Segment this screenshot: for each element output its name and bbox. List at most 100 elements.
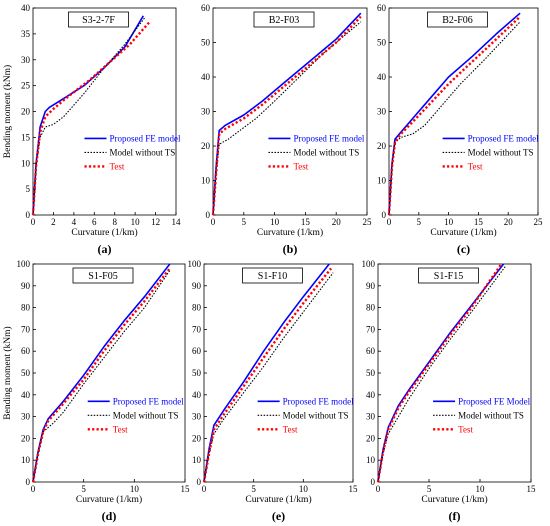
y-tick-label: 40 <box>366 390 376 400</box>
x-tick-label: 20 <box>504 217 514 227</box>
legend-label-nots: Model without TS <box>113 410 179 420</box>
series-line-fe <box>203 263 330 483</box>
legend-label-test: Test <box>293 161 308 171</box>
x-axis-title: Curvature (1/km) <box>430 227 496 238</box>
series-line-test <box>387 15 521 216</box>
series-line-nots <box>377 265 506 483</box>
panel-title: S1-F15 <box>434 271 463 282</box>
series-line-test <box>211 15 362 216</box>
x-tick-label: 15 <box>301 217 311 227</box>
legend-label-nots: Model without TS <box>293 147 359 157</box>
plot-frame <box>32 7 177 216</box>
x-tick-label: 2 <box>51 217 56 227</box>
x-axis-title: Curvature (1/km) <box>71 227 137 238</box>
y-tick-label: 0 <box>206 210 211 220</box>
plot-frame <box>32 263 186 483</box>
y-tick-label: 20 <box>366 433 376 443</box>
panel-letter: (a) <box>98 242 112 256</box>
y-tick-label: 40 <box>201 72 211 82</box>
y-tick-label: 90 <box>366 281 376 291</box>
y-tick-label: 40 <box>192 390 202 400</box>
y-tick-label: 20 <box>21 107 31 117</box>
y-tick-label: 100 <box>188 259 202 269</box>
x-tick-label: 25 <box>363 217 373 227</box>
x-tick-label: 15 <box>181 484 191 494</box>
chart-panel-6: 0 5 10 15 0 10 20 30 40 50 60 70 80 90 100 Curvature (1… <box>362 259 537 523</box>
panel-title: S3-2-7F <box>82 15 115 26</box>
plot-frame <box>203 263 354 483</box>
plot-frame <box>212 7 368 216</box>
y-tick-label: 100 <box>17 259 31 269</box>
chart-panel-3: 0 5 10 15 20 25 0 10 20 30 40 50 60 Curvature (1/km) (… <box>377 3 543 256</box>
y-tick-label: 70 <box>192 324 202 334</box>
x-tick-label: 5 <box>251 484 256 494</box>
x-tick-label: 0 <box>387 217 392 227</box>
legend-label-fe: Proposed FE Model <box>458 396 530 406</box>
x-tick-label: 0 <box>31 217 36 227</box>
y-tick-label: 10 <box>366 455 376 465</box>
y-tick-label: 30 <box>192 412 202 422</box>
y-tick-label: 30 <box>21 412 31 422</box>
series-line-fe <box>212 12 362 216</box>
panel-title-box <box>72 267 134 284</box>
y-tick-label: 100 <box>362 259 376 269</box>
y-tick-label: 50 <box>192 368 202 378</box>
y-tick-label: 10 <box>192 455 202 465</box>
y-tick-label: 35 <box>21 29 31 39</box>
x-tick-label: 15 <box>474 217 484 227</box>
y-tick-label: 60 <box>192 346 202 356</box>
panel-letter: (e) <box>272 509 285 523</box>
panel-title: B2-F06 <box>442 15 473 26</box>
y-tick-label: 70 <box>366 324 376 334</box>
panel-letter: (d) <box>102 509 117 523</box>
legend-label-nots: Model without TS <box>283 410 349 420</box>
x-tick-label: 10 <box>131 217 141 227</box>
x-axis-title: Curvature (1/km) <box>421 494 487 505</box>
series-line-fe <box>32 263 171 483</box>
series-line-nots <box>203 272 334 483</box>
y-tick-label: 80 <box>192 303 202 313</box>
x-tick-label: 0 <box>202 484 207 494</box>
y-tick-label: 80 <box>366 303 376 313</box>
x-tick-label: 12 <box>151 217 160 227</box>
y-tick-label: 50 <box>21 368 31 378</box>
legend-label-fe: Proposed FE model <box>293 133 364 143</box>
x-axis-title: Curvature (1/km) <box>257 227 323 238</box>
y-tick-label: 10 <box>201 176 211 186</box>
legend-label-nots: Model without TS <box>109 147 175 157</box>
y-tick-label: 10 <box>21 158 31 168</box>
legend-label-fe: Proposed FE model <box>283 396 354 406</box>
y-tick-label: 25 <box>21 81 31 91</box>
y-tick-label: 30 <box>377 107 387 117</box>
panel-title: S1-F10 <box>258 271 287 282</box>
chart-panel-4: 0 5 10 15 0 10 20 30 40 50 60 70 80 90 100 Curvature (1… <box>2 259 190 523</box>
series-line-nots <box>388 21 521 216</box>
x-axis-title: Curvature (1/km) <box>245 494 311 505</box>
y-tick-label: 0 <box>26 210 31 220</box>
legend-label-test: Test <box>283 424 298 434</box>
x-tick-label: 5 <box>427 484 432 494</box>
y-tick-label: 60 <box>366 346 376 356</box>
y-tick-label: 15 <box>21 132 31 142</box>
x-tick-label: 20 <box>332 217 342 227</box>
y-tick-label: 40 <box>21 390 31 400</box>
legend-label-fe: Proposed FE model <box>468 133 539 143</box>
y-tick-label: 20 <box>21 433 31 443</box>
panel-title-box <box>242 267 303 284</box>
y-tick-label: 20 <box>377 141 387 151</box>
chart-panel-2: 0 5 10 15 20 25 0 10 20 30 40 50 60 Curvature (1/km) (… <box>201 3 372 256</box>
legend-label-test: Test <box>113 424 128 434</box>
x-tick-label: 10 <box>299 484 309 494</box>
chart-panel-1: 0 2 4 6 8 10 12 14 0 5 10 15 20 25 30 35 40 Curvature (1/… <box>2 3 181 256</box>
y-tick-label: 50 <box>377 38 387 48</box>
legend-label-fe: Proposed FE model <box>109 133 180 143</box>
y-tick-label: 40 <box>377 72 387 82</box>
y-tick-label: 70 <box>21 324 31 334</box>
y-tick-label: 20 <box>201 141 211 151</box>
legend-label-nots: Model without TS <box>458 410 524 420</box>
y-tick-label: 90 <box>21 281 31 291</box>
x-tick-label: 5 <box>242 217 247 227</box>
series-line-nots <box>32 270 171 483</box>
x-tick-label: 10 <box>130 484 140 494</box>
